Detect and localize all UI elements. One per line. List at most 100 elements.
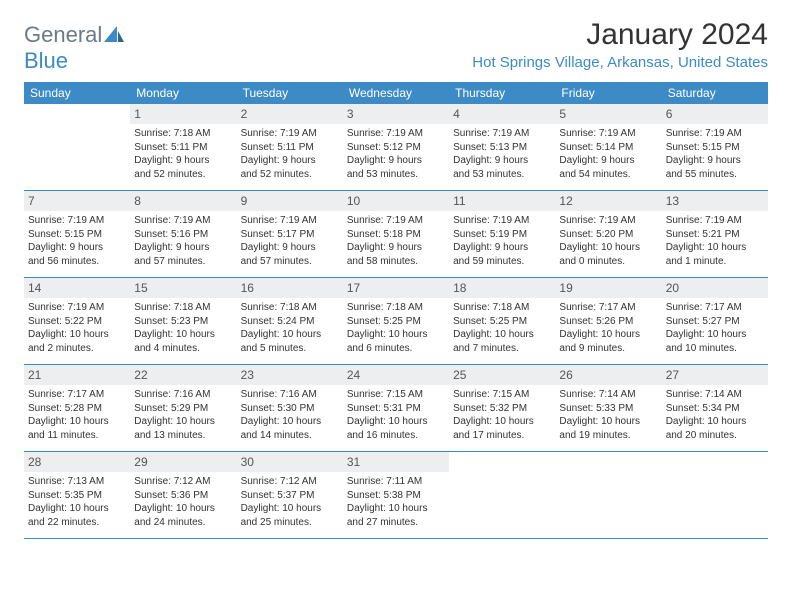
title-block: January 2024 Hot Springs Village, Arkans… xyxy=(472,18,768,71)
daylight-line-1: Daylight: 10 hours xyxy=(134,415,232,429)
sunrise-line: Sunrise: 7:19 AM xyxy=(28,214,126,228)
daylight-line-1: Daylight: 9 hours xyxy=(453,154,551,168)
day-cell: 6Sunrise: 7:19 AMSunset: 5:15 PMDaylight… xyxy=(662,104,768,190)
day-cell: 24Sunrise: 7:15 AMSunset: 5:31 PMDayligh… xyxy=(343,365,449,451)
sunrise-line: Sunrise: 7:19 AM xyxy=(453,127,551,141)
day-number: 7 xyxy=(24,191,130,211)
day-cell: 3Sunrise: 7:19 AMSunset: 5:12 PMDaylight… xyxy=(343,104,449,190)
logo-text-blue: Blue xyxy=(24,48,68,73)
day-header-tue: Tuesday xyxy=(237,82,343,104)
sunrise-line: Sunrise: 7:11 AM xyxy=(347,475,445,489)
daylight-line-2: and 54 minutes. xyxy=(559,168,657,182)
sunset-line: Sunset: 5:12 PM xyxy=(347,141,445,155)
day-header-wed: Wednesday xyxy=(343,82,449,104)
day-header-thu: Thursday xyxy=(449,82,555,104)
sunrise-line: Sunrise: 7:12 AM xyxy=(241,475,339,489)
daylight-line-1: Daylight: 9 hours xyxy=(241,241,339,255)
day-number: 2 xyxy=(237,104,343,124)
daylight-line-2: and 4 minutes. xyxy=(134,342,232,356)
daylight-line-2: and 52 minutes. xyxy=(134,168,232,182)
sunrise-line: Sunrise: 7:15 AM xyxy=(347,388,445,402)
weeks-container: 1Sunrise: 7:18 AMSunset: 5:11 PMDaylight… xyxy=(24,104,768,539)
day-cell xyxy=(555,452,661,538)
daylight-line-1: Daylight: 9 hours xyxy=(134,241,232,255)
day-cell: 13Sunrise: 7:19 AMSunset: 5:21 PMDayligh… xyxy=(662,191,768,277)
empty-day xyxy=(555,452,661,470)
day-cell: 29Sunrise: 7:12 AMSunset: 5:36 PMDayligh… xyxy=(130,452,236,538)
sunrise-line: Sunrise: 7:19 AM xyxy=(666,214,764,228)
day-cell: 12Sunrise: 7:19 AMSunset: 5:20 PMDayligh… xyxy=(555,191,661,277)
daylight-line-1: Daylight: 10 hours xyxy=(666,241,764,255)
day-cell: 8Sunrise: 7:19 AMSunset: 5:16 PMDaylight… xyxy=(130,191,236,277)
sunrise-line: Sunrise: 7:12 AM xyxy=(134,475,232,489)
logo-sail-icon xyxy=(104,22,124,48)
sunset-line: Sunset: 5:25 PM xyxy=(347,315,445,329)
daylight-line-2: and 11 minutes. xyxy=(28,429,126,443)
sunset-line: Sunset: 5:26 PM xyxy=(559,315,657,329)
sunrise-line: Sunrise: 7:17 AM xyxy=(559,301,657,315)
sunrise-line: Sunrise: 7:17 AM xyxy=(28,388,126,402)
sunset-line: Sunset: 5:36 PM xyxy=(134,489,232,503)
logo-text-gray: General xyxy=(24,22,102,47)
week-row: 14Sunrise: 7:19 AMSunset: 5:22 PMDayligh… xyxy=(24,278,768,365)
daylight-line-1: Daylight: 10 hours xyxy=(241,415,339,429)
day-number: 31 xyxy=(343,452,449,472)
sunset-line: Sunset: 5:38 PM xyxy=(347,489,445,503)
day-cell: 30Sunrise: 7:12 AMSunset: 5:37 PMDayligh… xyxy=(237,452,343,538)
day-cell: 5Sunrise: 7:19 AMSunset: 5:14 PMDaylight… xyxy=(555,104,661,190)
calendar: Sunday Monday Tuesday Wednesday Thursday… xyxy=(24,82,768,539)
day-cell xyxy=(449,452,555,538)
daylight-line-1: Daylight: 10 hours xyxy=(347,415,445,429)
sunrise-line: Sunrise: 7:18 AM xyxy=(134,127,232,141)
day-cell xyxy=(662,452,768,538)
daylight-line-1: Daylight: 9 hours xyxy=(28,241,126,255)
sunrise-line: Sunrise: 7:13 AM xyxy=(28,475,126,489)
day-number: 8 xyxy=(130,191,236,211)
sunrise-line: Sunrise: 7:18 AM xyxy=(134,301,232,315)
sunrise-line: Sunrise: 7:19 AM xyxy=(347,214,445,228)
day-number: 21 xyxy=(24,365,130,385)
week-row: 7Sunrise: 7:19 AMSunset: 5:15 PMDaylight… xyxy=(24,191,768,278)
sunset-line: Sunset: 5:37 PM xyxy=(241,489,339,503)
sunset-line: Sunset: 5:15 PM xyxy=(666,141,764,155)
daylight-line-1: Daylight: 10 hours xyxy=(559,415,657,429)
day-number: 17 xyxy=(343,278,449,298)
sunrise-line: Sunrise: 7:19 AM xyxy=(28,301,126,315)
sunset-line: Sunset: 5:15 PM xyxy=(28,228,126,242)
daylight-line-2: and 1 minute. xyxy=(666,255,764,269)
sunset-line: Sunset: 5:35 PM xyxy=(28,489,126,503)
sunrise-line: Sunrise: 7:19 AM xyxy=(559,127,657,141)
week-row: 28Sunrise: 7:13 AMSunset: 5:35 PMDayligh… xyxy=(24,452,768,539)
sunset-line: Sunset: 5:30 PM xyxy=(241,402,339,416)
daylight-line-2: and 57 minutes. xyxy=(241,255,339,269)
sunrise-line: Sunrise: 7:16 AM xyxy=(241,388,339,402)
sunset-line: Sunset: 5:27 PM xyxy=(666,315,764,329)
daylight-line-1: Daylight: 9 hours xyxy=(241,154,339,168)
day-cell: 7 Sunrise: 7:19 AMSunset: 5:15 PMDaylight… xyxy=(24,191,130,277)
daylight-line-1: Daylight: 10 hours xyxy=(28,502,126,516)
sunset-line: Sunset: 5:17 PM xyxy=(241,228,339,242)
daylight-line-2: and 0 minutes. xyxy=(559,255,657,269)
week-row: 21Sunrise: 7:17 AMSunset: 5:28 PMDayligh… xyxy=(24,365,768,452)
daylight-line-2: and 59 minutes. xyxy=(453,255,551,269)
sunrise-line: Sunrise: 7:19 AM xyxy=(347,127,445,141)
daylight-line-2: and 53 minutes. xyxy=(347,168,445,182)
sunset-line: Sunset: 5:33 PM xyxy=(559,402,657,416)
daylight-line-1: Daylight: 9 hours xyxy=(134,154,232,168)
daylight-line-2: and 52 minutes. xyxy=(241,168,339,182)
day-cell: 10Sunrise: 7:19 AMSunset: 5:18 PMDayligh… xyxy=(343,191,449,277)
day-number: 19 xyxy=(555,278,661,298)
sunrise-line: Sunrise: 7:15 AM xyxy=(453,388,551,402)
daylight-line-2: and 10 minutes. xyxy=(666,342,764,356)
sunset-line: Sunset: 5:21 PM xyxy=(666,228,764,242)
day-number: 24 xyxy=(343,365,449,385)
sunset-line: Sunset: 5:11 PM xyxy=(241,141,339,155)
sunset-line: Sunset: 5:23 PM xyxy=(134,315,232,329)
day-number: 18 xyxy=(449,278,555,298)
daylight-line-1: Daylight: 10 hours xyxy=(559,328,657,342)
sunrise-line: Sunrise: 7:18 AM xyxy=(347,301,445,315)
day-number: 15 xyxy=(130,278,236,298)
day-header-sat: Saturday xyxy=(662,82,768,104)
daylight-line-2: and 13 minutes. xyxy=(134,429,232,443)
day-cell: 11Sunrise: 7:19 AMSunset: 5:19 PMDayligh… xyxy=(449,191,555,277)
